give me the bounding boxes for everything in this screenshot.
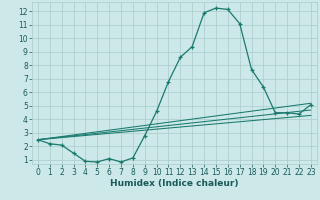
X-axis label: Humidex (Indice chaleur): Humidex (Indice chaleur): [110, 179, 239, 188]
